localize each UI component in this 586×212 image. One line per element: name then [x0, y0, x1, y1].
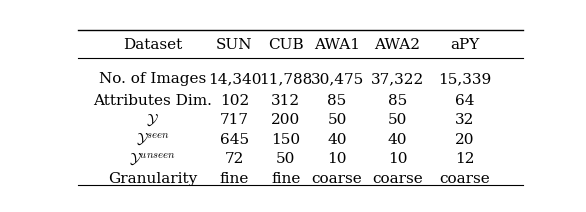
Text: 37,322: 37,322 — [371, 72, 424, 86]
Text: 64: 64 — [455, 93, 475, 107]
Text: $\mathcal{Y}^{seen}$: $\mathcal{Y}^{seen}$ — [136, 132, 170, 147]
Text: 12: 12 — [455, 152, 475, 166]
Text: 200: 200 — [271, 113, 301, 127]
Text: $\mathcal{Y}$: $\mathcal{Y}$ — [146, 112, 159, 128]
Text: Attributes Dim.: Attributes Dim. — [93, 93, 212, 107]
Text: coarse: coarse — [440, 172, 490, 186]
Text: coarse: coarse — [372, 172, 423, 186]
Text: 20: 20 — [455, 133, 475, 147]
Text: 72: 72 — [225, 152, 244, 166]
Text: 50: 50 — [388, 113, 407, 127]
Text: Granularity: Granularity — [108, 172, 197, 186]
Text: 645: 645 — [220, 133, 249, 147]
Text: No. of Images: No. of Images — [99, 72, 206, 86]
Text: 30,475: 30,475 — [311, 72, 364, 86]
Text: aPY: aPY — [450, 38, 479, 52]
Text: 14,340: 14,340 — [207, 72, 261, 86]
Text: 50: 50 — [328, 113, 347, 127]
Text: 717: 717 — [220, 113, 249, 127]
Text: coarse: coarse — [312, 172, 363, 186]
Text: 32: 32 — [455, 113, 475, 127]
Text: SUN: SUN — [216, 38, 253, 52]
Text: 85: 85 — [328, 93, 347, 107]
Text: 312: 312 — [271, 93, 301, 107]
Text: 40: 40 — [328, 133, 347, 147]
Text: 10: 10 — [388, 152, 407, 166]
Text: 10: 10 — [328, 152, 347, 166]
Text: $\mathcal{Y}^{unseen}$: $\mathcal{Y}^{unseen}$ — [130, 152, 176, 167]
Text: 40: 40 — [388, 133, 407, 147]
Text: 15,339: 15,339 — [438, 72, 491, 86]
Text: 85: 85 — [388, 93, 407, 107]
Text: fine: fine — [220, 172, 249, 186]
Text: AWA2: AWA2 — [374, 38, 421, 52]
Text: 11,788: 11,788 — [259, 72, 312, 86]
Text: CUB: CUB — [268, 38, 304, 52]
Text: 150: 150 — [271, 133, 301, 147]
Text: AWA1: AWA1 — [314, 38, 360, 52]
Text: 102: 102 — [220, 93, 249, 107]
Text: 50: 50 — [276, 152, 295, 166]
Text: Dataset: Dataset — [123, 38, 182, 52]
Text: fine: fine — [271, 172, 301, 186]
